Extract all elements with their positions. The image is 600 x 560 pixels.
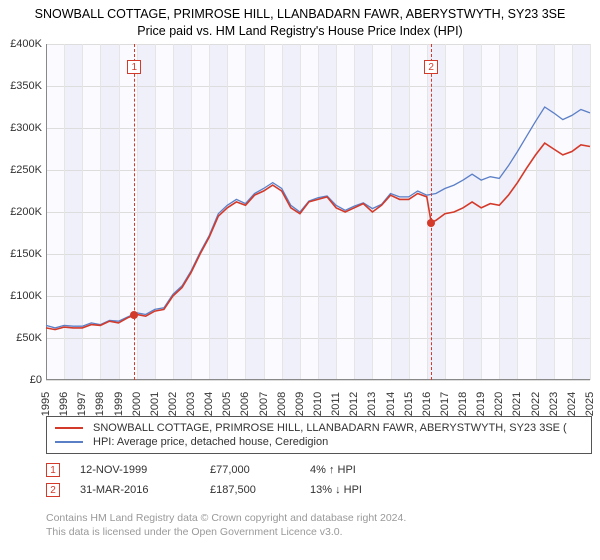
legend-row-hpi: HPI: Average price, detached house, Cere… bbox=[55, 435, 583, 449]
title-block: SNOWBALL COTTAGE, PRIMROSE HILL, LLANBAD… bbox=[0, 0, 600, 44]
series-line-hpi bbox=[46, 107, 590, 328]
title-address: SNOWBALL COTTAGE, PRIMROSE HILL, LLANBAD… bbox=[10, 6, 590, 23]
legend-swatch-price-paid bbox=[55, 427, 83, 429]
title-subtitle: Price paid vs. HM Land Registry's House … bbox=[10, 23, 590, 40]
legend-swatch-hpi bbox=[55, 441, 83, 443]
event-row-1: 1 12-NOV-1999 £77,000 4% ↑ HPI bbox=[46, 460, 400, 480]
legend-label-price-paid: SNOWBALL COTTAGE, PRIMROSE HILL, LLANBAD… bbox=[93, 422, 567, 434]
event-price-1: £77,000 bbox=[210, 464, 290, 476]
legend: SNOWBALL COTTAGE, PRIMROSE HILL, LLANBAD… bbox=[46, 416, 592, 454]
event-delta-2: 13% ↓ HPI bbox=[310, 484, 400, 496]
event-date-1: 12-NOV-1999 bbox=[80, 464, 190, 476]
series-line-price_paid bbox=[46, 143, 590, 330]
event-delta-1: 4% ↑ HPI bbox=[310, 464, 400, 476]
footer: Contains HM Land Registry data © Crown c… bbox=[46, 512, 406, 539]
chart-container: SNOWBALL COTTAGE, PRIMROSE HILL, LLANBAD… bbox=[0, 0, 600, 560]
footer-line-1: Contains HM Land Registry data © Crown c… bbox=[46, 512, 406, 526]
event-badge-1: 1 bbox=[46, 463, 60, 477]
legend-row-price-paid: SNOWBALL COTTAGE, PRIMROSE HILL, LLANBAD… bbox=[55, 421, 583, 435]
event-dot-2 bbox=[427, 219, 435, 227]
event-marker-2: 2 bbox=[424, 60, 438, 74]
events-table: 1 12-NOV-1999 £77,000 4% ↑ HPI 2 31-MAR-… bbox=[46, 460, 400, 500]
event-dot-1 bbox=[130, 311, 138, 319]
event-date-2: 31-MAR-2016 bbox=[80, 484, 190, 496]
plot-area: £0£50K£100K£150K£200K£250K£300K£350K£400… bbox=[46, 44, 590, 380]
event-row-2: 2 31-MAR-2016 £187,500 13% ↓ HPI bbox=[46, 480, 400, 500]
series-svg bbox=[46, 44, 590, 380]
event-marker-1: 1 bbox=[127, 60, 141, 74]
event-price-2: £187,500 bbox=[210, 484, 290, 496]
footer-line-2: This data is licensed under the Open Gov… bbox=[46, 526, 406, 540]
event-badge-2: 2 bbox=[46, 483, 60, 497]
legend-label-hpi: HPI: Average price, detached house, Cere… bbox=[93, 436, 328, 448]
